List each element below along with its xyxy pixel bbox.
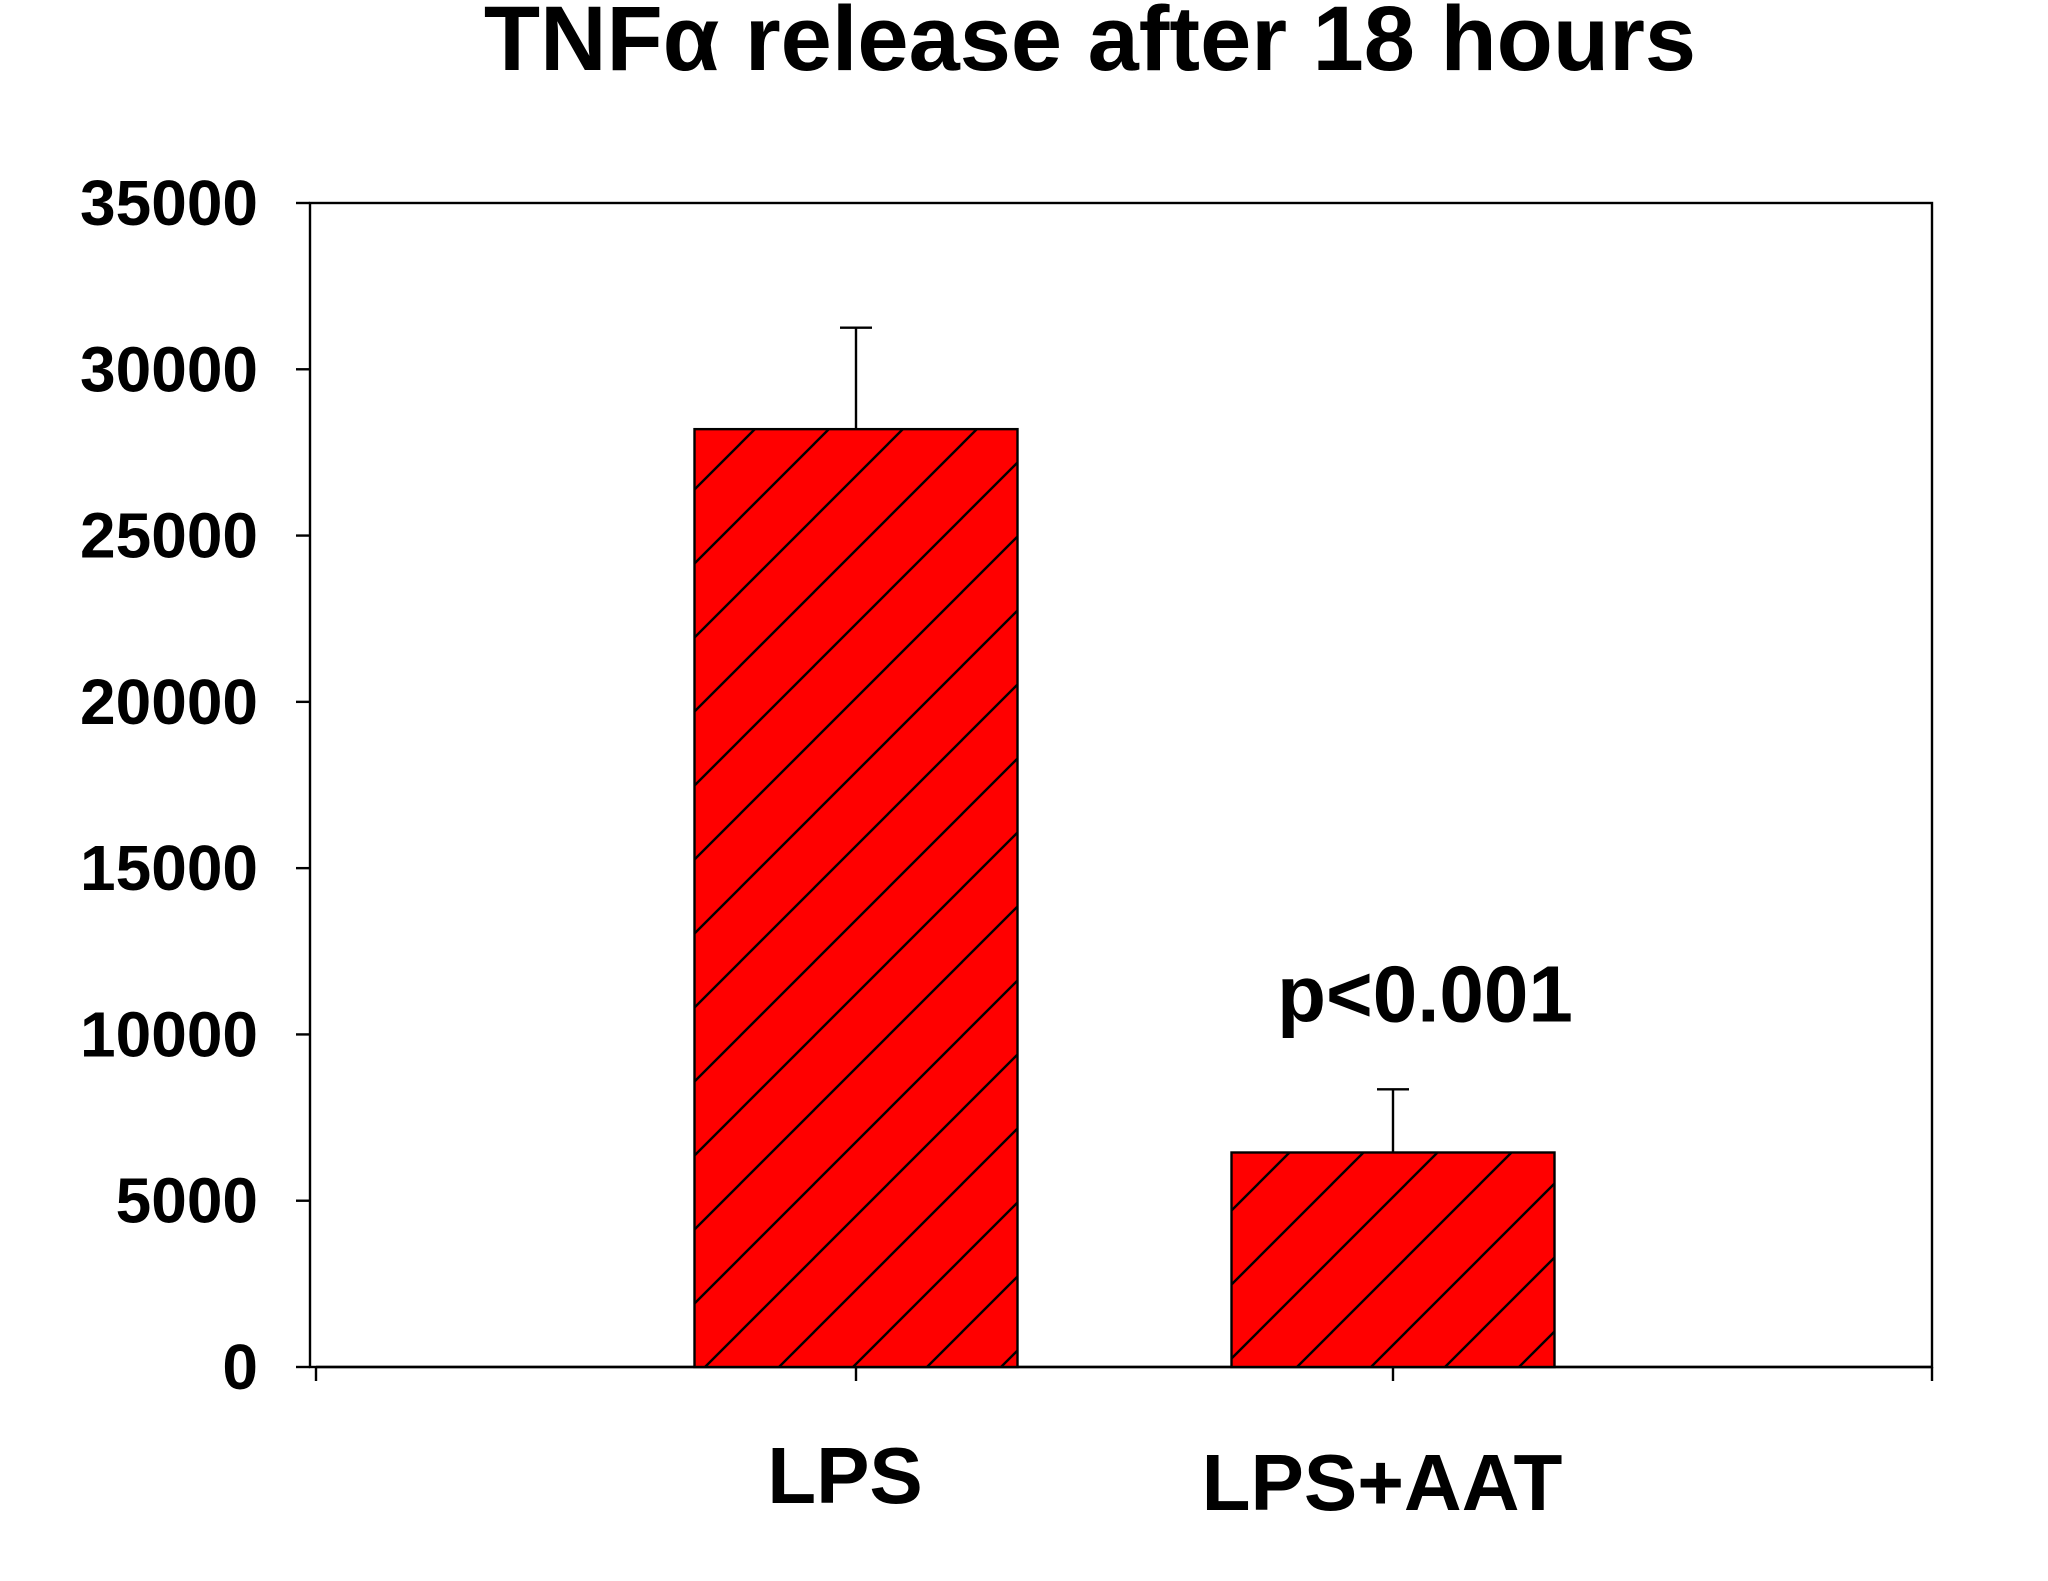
plot-frame <box>308 201 1934 1369</box>
y-tick-label: 30000 <box>80 333 258 405</box>
bars <box>693 326 1556 1369</box>
p-value-annotation: p<0.001 <box>1277 949 1573 1038</box>
bar-2 <box>1230 1151 1556 1369</box>
x-tick-label: LPS+AAT <box>1202 1438 1563 1527</box>
y-tick-label: 5000 <box>116 1165 258 1237</box>
x-tick-label: LPS <box>767 1431 923 1520</box>
y-tick-label: 0 <box>222 1331 258 1403</box>
y-tick-label: 35000 <box>80 167 258 239</box>
y-tick-label: 20000 <box>80 666 258 738</box>
bar-1 <box>693 427 1019 1369</box>
x-axis-ticks: LPS LPS+AAT <box>767 1367 1563 1527</box>
y-axis-ticks: 0 5000 10000 15000 20000 25000 30000 35000 <box>80 167 310 1403</box>
y-tick-label: 10000 <box>80 998 258 1070</box>
chart-title: TNFα release after 18 hours <box>484 0 1696 90</box>
y-tick-label: 15000 <box>80 832 258 904</box>
y-tick-label: 25000 <box>80 500 258 572</box>
